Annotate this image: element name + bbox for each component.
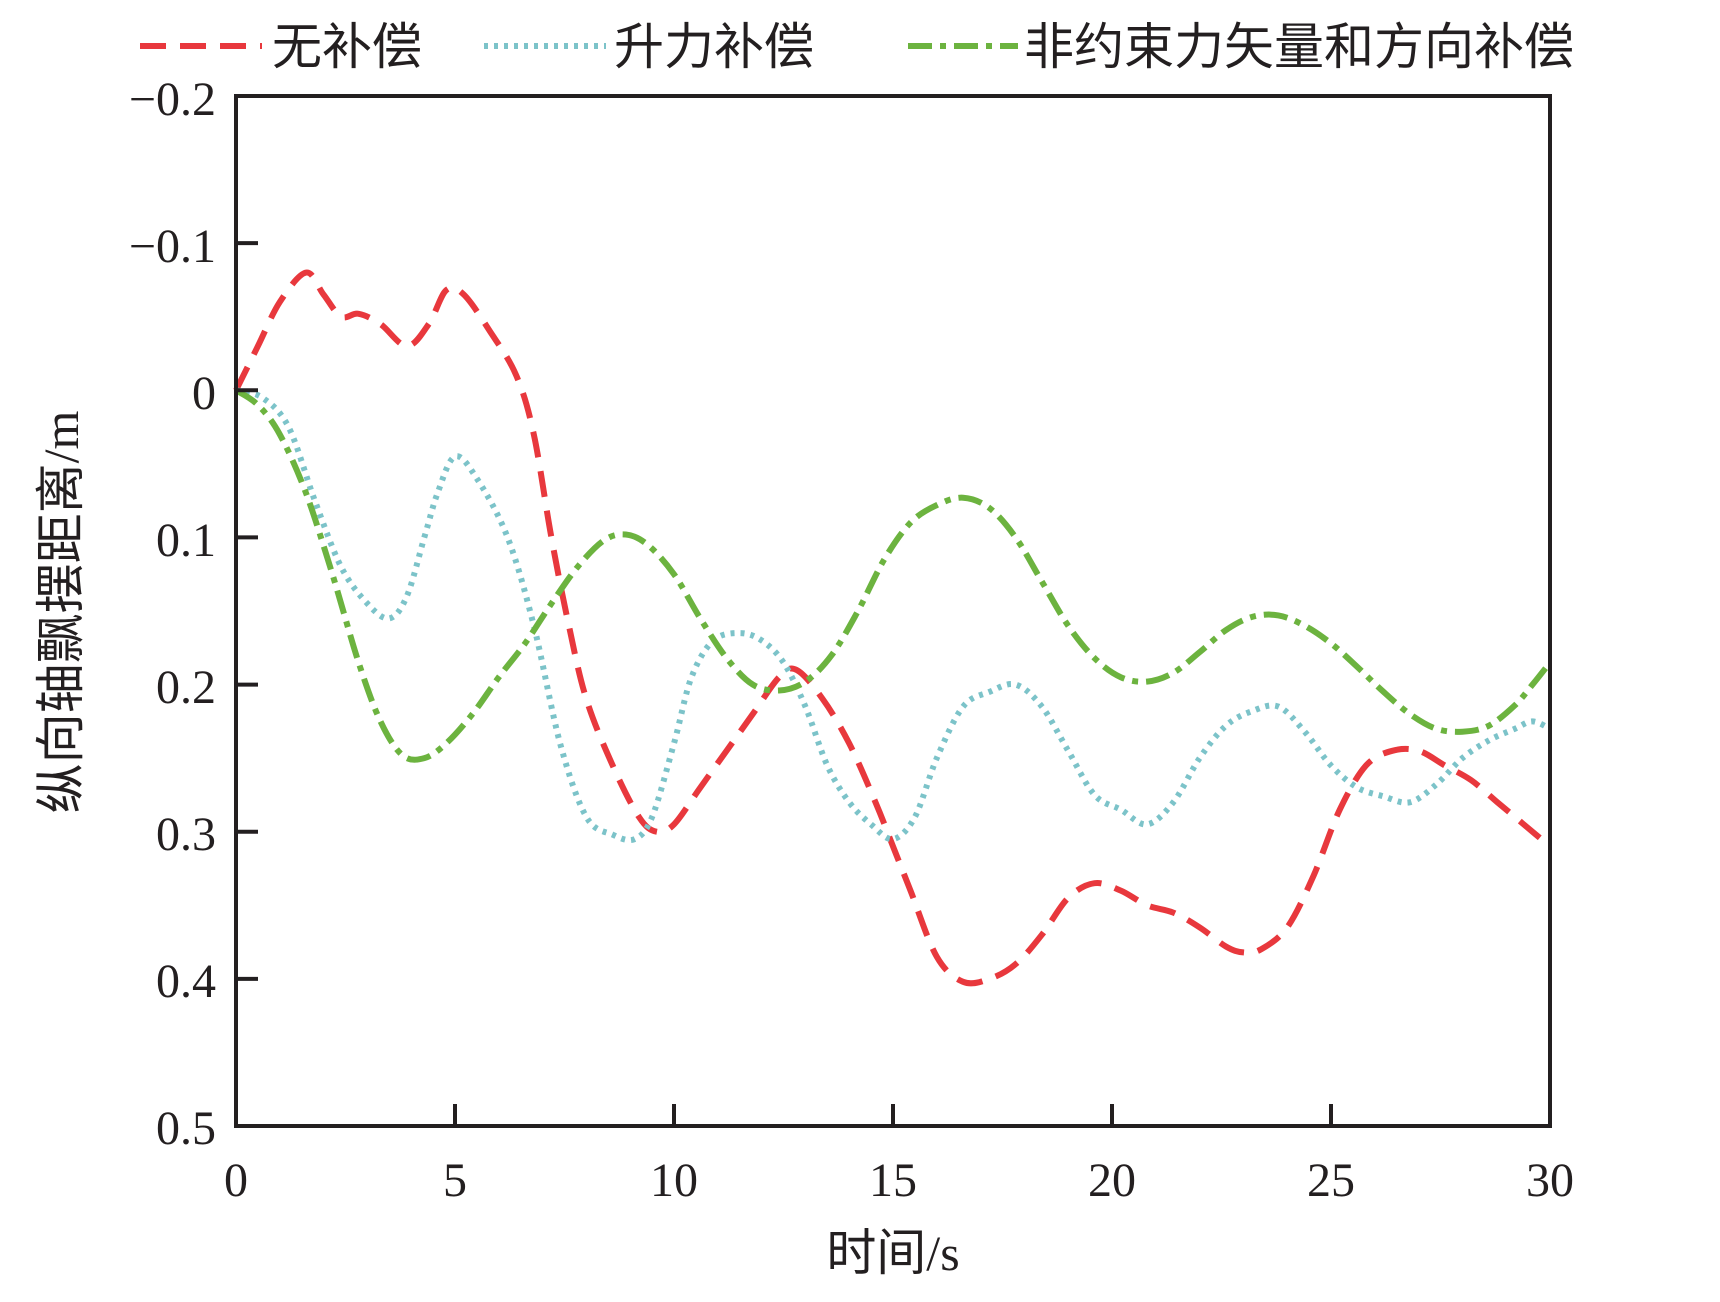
y-tick-label: −0.1 bbox=[129, 220, 216, 273]
series-layer bbox=[233, 269, 1553, 987]
y-tick-label: 0 bbox=[192, 367, 216, 420]
x-tick-label: 20 bbox=[1088, 1154, 1136, 1207]
x-tick-label: 25 bbox=[1307, 1154, 1355, 1207]
legend-label-no-compensation: 无补偿 bbox=[272, 19, 422, 75]
y-tick-label: 0.3 bbox=[156, 808, 216, 861]
series-line-no-compensation bbox=[233, 269, 1552, 987]
legend-label-vector-compensation: 非约束力矢量和方向补偿 bbox=[1024, 19, 1574, 75]
y-tick-label: 0.2 bbox=[156, 661, 216, 714]
legend-item-vector-compensation: 非约束力矢量和方向补偿 bbox=[908, 19, 1574, 75]
tick-marks bbox=[234, 94, 1552, 1128]
x-tick-label: 5 bbox=[443, 1154, 467, 1207]
x-axis-title: 时间/s bbox=[826, 1225, 959, 1281]
x-tick-label: 30 bbox=[1526, 1154, 1574, 1207]
series-line-lift-compensation bbox=[235, 387, 1552, 844]
legend-item-no-compensation: 无补偿 bbox=[140, 19, 422, 75]
legend-label-lift-compensation: 升力补偿 bbox=[614, 19, 814, 75]
y-tick-label: −0.2 bbox=[129, 73, 216, 126]
y-axis-title: 纵向轴飘摆距离/m bbox=[33, 411, 89, 814]
x-tick-label: 15 bbox=[869, 1154, 917, 1207]
y-tick-label: 0.4 bbox=[156, 955, 216, 1008]
x-tick-label: 10 bbox=[650, 1154, 698, 1207]
legend-item-lift-compensation: 升力补偿 bbox=[484, 19, 814, 75]
y-tick-label: 0.1 bbox=[156, 514, 216, 567]
series-line-vector-compensation bbox=[234, 387, 1553, 763]
x-tick-label: 0 bbox=[224, 1154, 248, 1207]
y-tick-labels: −0.2 −0.1 0 0.1 0.2 0.3 0.4 0.5 bbox=[129, 73, 216, 1155]
x-tick-labels: 0 5 10 15 20 25 30 bbox=[224, 1154, 1574, 1207]
y-tick-label: 0.5 bbox=[156, 1102, 216, 1155]
legend: 无补偿 升力补偿 非约束力矢量和方向补偿 bbox=[140, 19, 1574, 75]
plot-area bbox=[233, 94, 1553, 1128]
plot-frame bbox=[234, 94, 1552, 1128]
